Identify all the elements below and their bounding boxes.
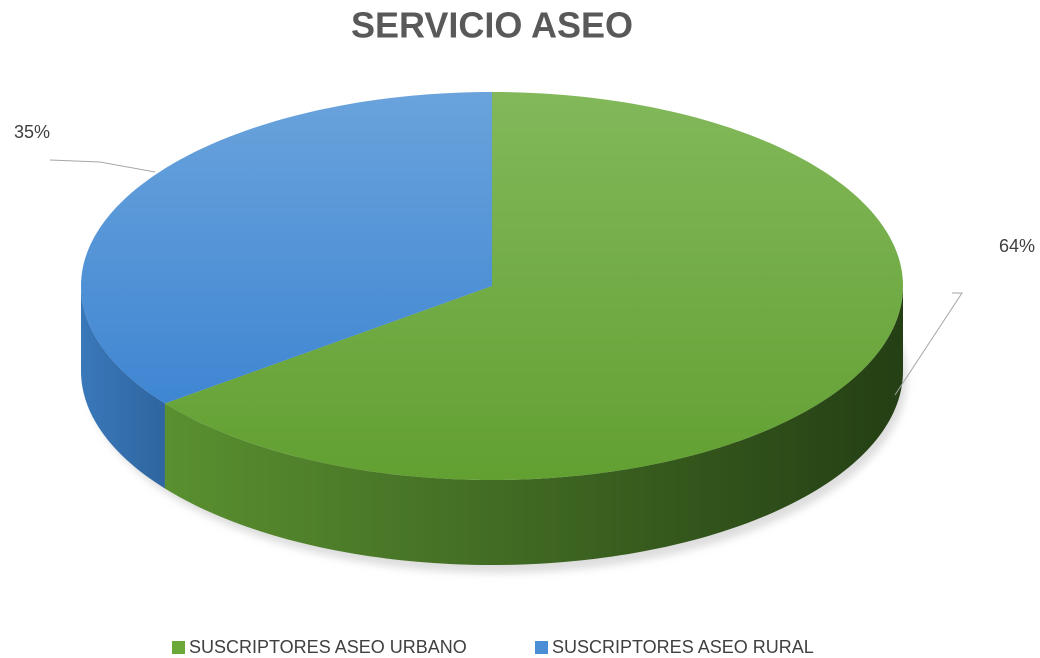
chart-title: SERVICIO ASEO (351, 5, 633, 46)
data-label: 35% (14, 122, 50, 142)
leader-line (894, 292, 963, 396)
legend-swatch (172, 641, 185, 654)
legend-label: SUSCRIPTORES ASEO RURAL (552, 637, 814, 657)
legend-swatch (535, 641, 548, 654)
slice (81, 92, 492, 404)
slice-side (81, 286, 165, 489)
leader-line (49, 159, 156, 173)
slice (164, 92, 903, 480)
slice-side (164, 286, 903, 565)
legend-label: SUSCRIPTORES ASEO URBANO (189, 637, 467, 657)
data-label: 64% (999, 236, 1035, 256)
